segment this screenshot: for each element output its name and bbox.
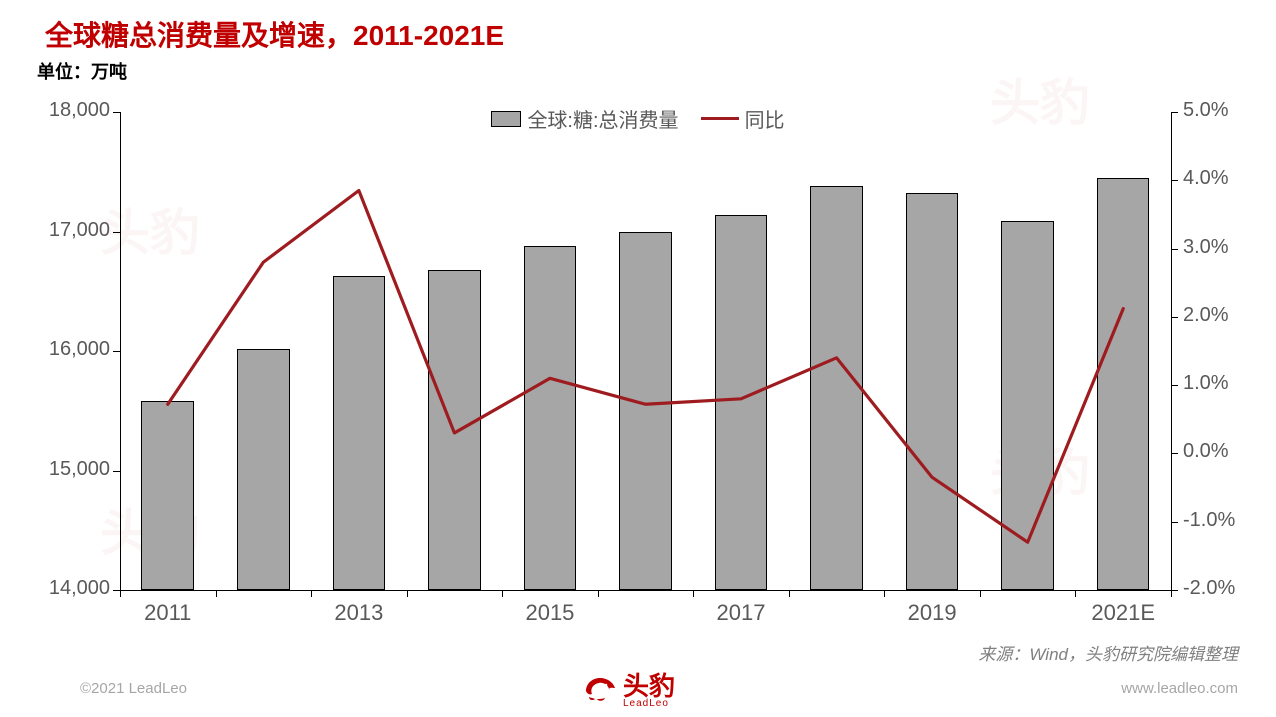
legend-swatch-bar <box>491 111 521 127</box>
legend-label-bar: 全球:糖:总消费量 <box>527 104 678 133</box>
footer-brand-text: 头豹 <box>623 673 675 699</box>
y-right-tick-label: 2.0% <box>1183 304 1229 327</box>
y-left-tick-label: 17,000 <box>30 219 110 242</box>
legend-swatch-line <box>701 117 739 120</box>
y-left-tick-label: 14,000 <box>30 577 110 600</box>
y-right-tick-label: 1.0% <box>1183 372 1229 395</box>
y-right-tick-label: 3.0% <box>1183 236 1229 259</box>
y-left-tick-label: 15,000 <box>30 458 110 481</box>
footer-copyright: ©2021 LeadLeo <box>80 680 187 697</box>
x-tick-label: 2015 <box>525 600 574 626</box>
chart-source: 来源：Wind，头豹研究院编辑整理 <box>978 640 1238 665</box>
footer-brand-sub: LeadLeo <box>623 699 675 709</box>
legend-label-line: 同比 <box>745 104 785 133</box>
x-tick-label: 2021E <box>1091 600 1155 626</box>
chart-legend: 全球:糖:总消费量 同比 <box>0 104 1276 133</box>
y-right-tick-label: -2.0% <box>1183 577 1235 600</box>
y-right-tick-label: -1.0% <box>1183 509 1235 532</box>
x-tick-label: 2011 <box>144 600 191 626</box>
y-right-tick-label: 0.0% <box>1183 440 1229 463</box>
footer-brand: 头豹 LeadLeo <box>583 673 675 709</box>
x-tick-label: 2017 <box>717 600 766 626</box>
x-tick-label: 2019 <box>908 600 957 626</box>
footer-website: www.leadleo.com <box>1121 680 1238 697</box>
y-right-tick-label: 4.0% <box>1183 167 1229 190</box>
x-tick-label: 2013 <box>334 600 383 626</box>
y-left-tick-label: 16,000 <box>30 338 110 361</box>
leopard-icon <box>583 675 617 708</box>
